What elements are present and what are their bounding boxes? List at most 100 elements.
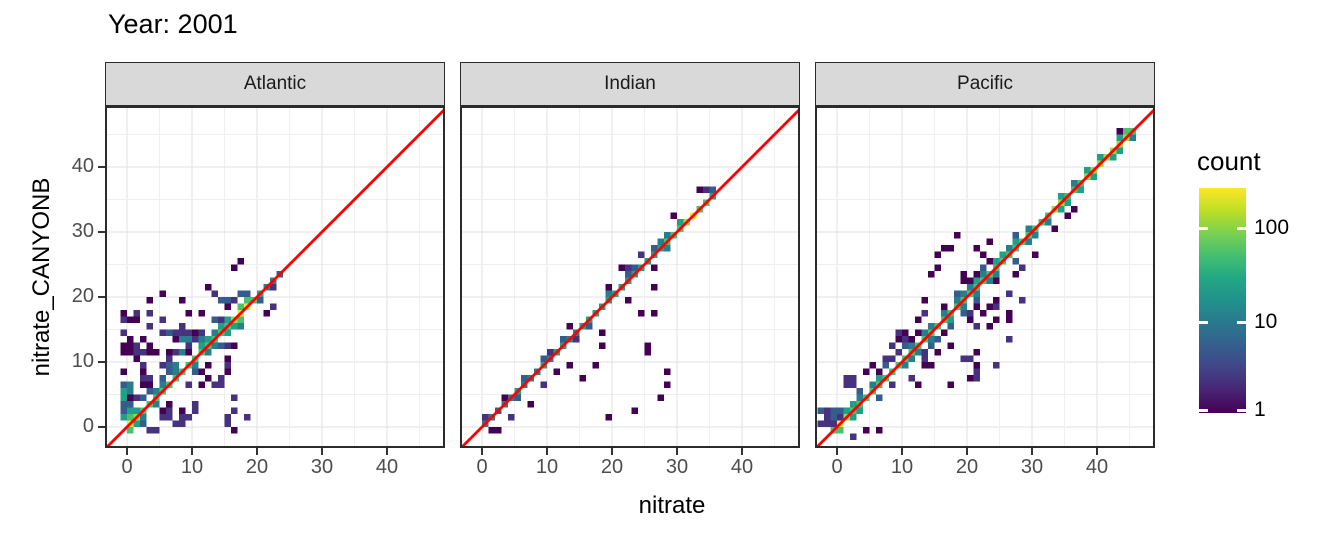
bin-cell <box>1012 271 1019 278</box>
bin-cell <box>166 414 173 421</box>
bin-cell <box>198 336 205 343</box>
bin-cell <box>192 329 199 336</box>
bin-cell <box>908 355 915 362</box>
bin-cell <box>172 336 179 343</box>
bin-cell <box>120 381 127 388</box>
bin-cell <box>1116 134 1123 141</box>
bin-cell <box>166 355 173 362</box>
bin-cell <box>657 394 664 401</box>
x-axis-title: nitrate <box>638 492 706 519</box>
bin-cell <box>824 407 831 414</box>
bin-cell <box>146 388 153 395</box>
bin-cell <box>876 375 883 382</box>
bin-cell <box>973 375 980 382</box>
bin-cell <box>876 368 883 375</box>
bin-cell <box>934 349 941 356</box>
bin-cell <box>146 342 153 349</box>
bin-cell <box>198 329 205 336</box>
bin-cell <box>856 394 863 401</box>
facet-strip-atlantic: Atlantic <box>105 62 445 106</box>
bin-cell <box>560 336 567 343</box>
bin-cell <box>566 362 573 369</box>
bin-cell <box>146 349 153 356</box>
bin-cell <box>146 323 153 330</box>
x-tick-mark <box>481 448 483 455</box>
bin-cell <box>224 414 231 421</box>
panel-border <box>105 106 445 448</box>
bin-cell <box>837 407 844 414</box>
bin-cell <box>960 277 967 284</box>
bin-cell <box>579 375 586 382</box>
bin-cell <box>664 232 671 239</box>
legend-tick-label: 10 <box>1254 310 1278 334</box>
bin-cell <box>856 388 863 395</box>
bin-cell <box>133 342 140 349</box>
legend-tick-label: 100 <box>1254 216 1290 240</box>
bin-cell <box>127 381 134 388</box>
bin-cell <box>824 414 831 421</box>
bin-cell <box>993 297 1000 304</box>
bin-cell <box>179 407 186 414</box>
bin-cell <box>120 394 127 401</box>
bin-cell <box>159 407 166 414</box>
facet-label-atlantic: Atlantic <box>243 73 307 94</box>
bin-cell <box>185 310 192 317</box>
bin-cell <box>605 284 612 291</box>
bin-cell <box>1012 232 1019 239</box>
x-tick-mark <box>191 448 193 455</box>
x-tick-mark <box>386 448 388 455</box>
bin-cell <box>159 375 166 382</box>
bin-cell <box>237 290 244 297</box>
bin-cell <box>882 355 889 362</box>
bin-cell <box>120 329 127 336</box>
bin-cell <box>967 355 974 362</box>
bin-cell <box>947 245 954 252</box>
bin-cell <box>172 329 179 336</box>
bin-cell <box>179 297 186 304</box>
bin-cell <box>993 258 1000 265</box>
bin-cell <box>224 342 231 349</box>
x-tick-mark <box>546 448 548 455</box>
bin-cell <box>1006 245 1013 252</box>
bin-cell <box>863 427 870 434</box>
x-tick-label: 20 <box>955 456 979 478</box>
bin-cell <box>179 336 186 343</box>
panel-border <box>815 106 1155 448</box>
bin-cell <box>625 264 632 271</box>
bin-cell <box>973 245 980 252</box>
y-tick-label: 20 <box>71 285 94 307</box>
x-tick-mark <box>966 448 968 455</box>
bin-cell <box>644 342 651 349</box>
x-tick-mark <box>611 448 613 455</box>
bin-cell <box>902 362 909 369</box>
legend-tick <box>1199 408 1208 412</box>
bin-cell <box>889 381 896 388</box>
bin-cell <box>1006 336 1013 343</box>
bin-cell <box>495 427 502 434</box>
bin-cell <box>211 329 218 336</box>
bin-cell <box>1077 186 1084 193</box>
bin-cell <box>934 264 941 271</box>
bin-cell <box>947 342 954 349</box>
bin-cell <box>895 336 902 343</box>
bin-cell <box>140 362 147 369</box>
bin-cell <box>270 303 277 310</box>
panel-atlantic <box>103 106 446 451</box>
bin-cell <box>850 414 857 421</box>
bin-cell <box>211 316 218 323</box>
x-tick-mark <box>901 448 903 455</box>
bin-cell <box>218 381 225 388</box>
bin-cell <box>657 238 664 245</box>
bin-cell <box>625 297 632 304</box>
bin-cell <box>960 303 967 310</box>
x-tick-label: 0 <box>831 456 843 478</box>
bin-cell <box>231 427 238 434</box>
x-tick-mark <box>741 448 743 455</box>
bin-cell <box>993 316 1000 323</box>
bin-cell <box>547 349 554 356</box>
bin-cell <box>664 368 671 375</box>
legend-tick <box>1199 320 1208 324</box>
bin-cell <box>527 401 534 408</box>
bin-cell <box>153 427 160 434</box>
bin-cell <box>211 381 218 388</box>
